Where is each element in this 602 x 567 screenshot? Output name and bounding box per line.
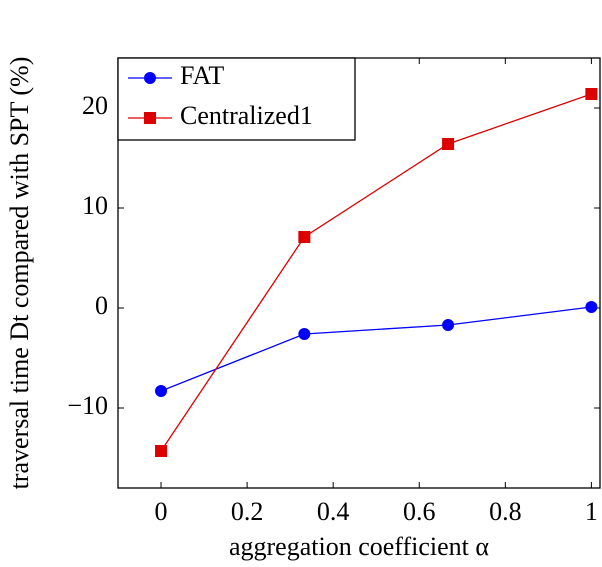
legend-box: [117, 57, 356, 141]
y-tick-label: −10: [67, 391, 108, 420]
legend-label: Centralized1: [180, 101, 313, 130]
data-point: [585, 88, 598, 100]
legend-marker: [144, 72, 156, 84]
x-tick-label: 0.8: [489, 497, 522, 526]
data-point: [155, 445, 168, 457]
data-point: [442, 319, 455, 331]
x-tick-label: 1: [585, 497, 598, 526]
series-line: [160, 306, 592, 392]
data-point: [585, 301, 598, 313]
series-line: [160, 93, 592, 452]
data-point: [155, 385, 168, 397]
y-tick-label: 20: [82, 91, 108, 120]
x-tick-label: 0.6: [403, 497, 436, 526]
data-point: [442, 138, 455, 150]
y-tick-label: 10: [82, 191, 108, 220]
x-tick-label: 0: [155, 497, 168, 526]
y-tick-label: 0: [95, 291, 108, 320]
x-axis-label: aggregation coefficient α: [229, 532, 489, 561]
data-point: [298, 328, 311, 340]
x-tick-label: 0.2: [231, 497, 264, 526]
plot-frame: [117, 57, 601, 489]
data-point: [298, 231, 311, 243]
x-tick-label: 0.4: [317, 497, 350, 526]
legend-label: FAT: [180, 61, 224, 90]
legend-marker: [144, 112, 156, 124]
y-axis-label: traversal time Dt compared with SPT (%): [5, 57, 34, 490]
